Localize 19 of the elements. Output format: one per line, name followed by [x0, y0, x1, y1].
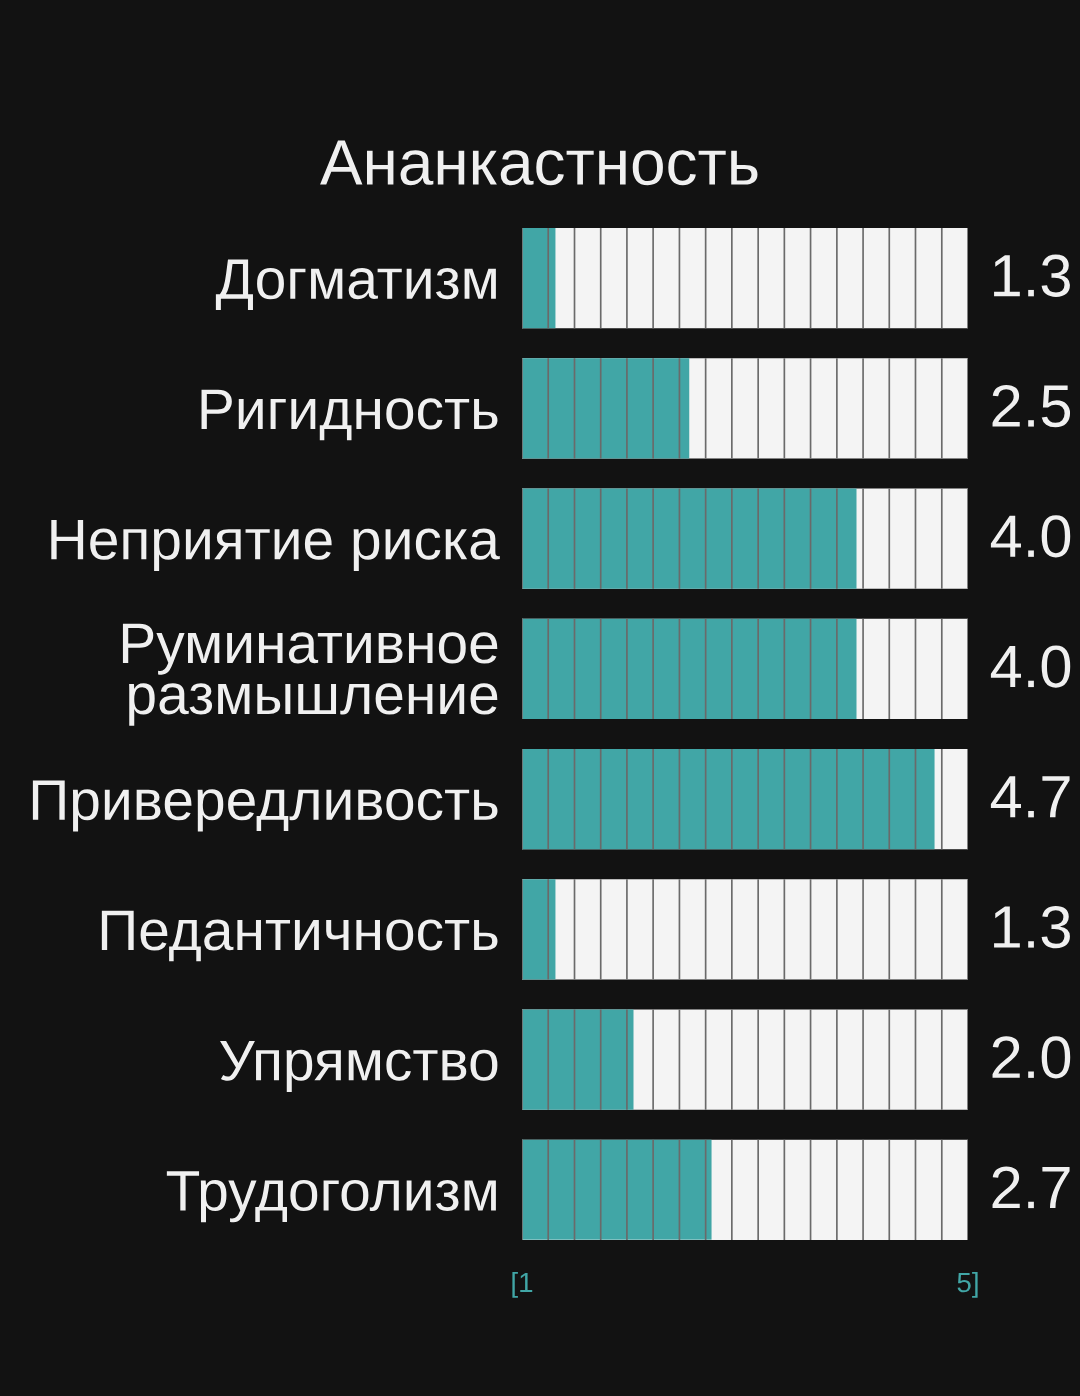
x-tick-label: [1: [512, 1271, 533, 1298]
data-label: 1.3: [994, 905, 1070, 949]
y-tick-label: Догматизм: [215, 259, 496, 311]
x-tick-label: 5]: [957, 1271, 978, 1298]
chart-title: Ананкастность: [320, 140, 758, 186]
y-tick-label: Трудоголизм: [166, 1171, 496, 1223]
data-label: 2.0: [992, 1036, 1071, 1079]
y-tick-label: Педантичность: [101, 910, 498, 962]
y-tick-label: Упрямство: [220, 1041, 498, 1093]
y-tick-label: Ригидность: [201, 389, 498, 441]
data-label: 2.7: [992, 1166, 1070, 1209]
data-label: 4.0: [990, 515, 1071, 558]
y-tick-label: Руминативное размышление: [122, 623, 498, 726]
data-label: 4.0: [990, 645, 1071, 688]
data-label: 2.5: [992, 384, 1071, 428]
y-tick-label: Привередливость: [32, 780, 498, 832]
y-tick-label: Неприятие риска: [51, 520, 500, 572]
data-label: 4.7: [990, 776, 1070, 818]
data-label: 1.3: [994, 254, 1070, 297]
